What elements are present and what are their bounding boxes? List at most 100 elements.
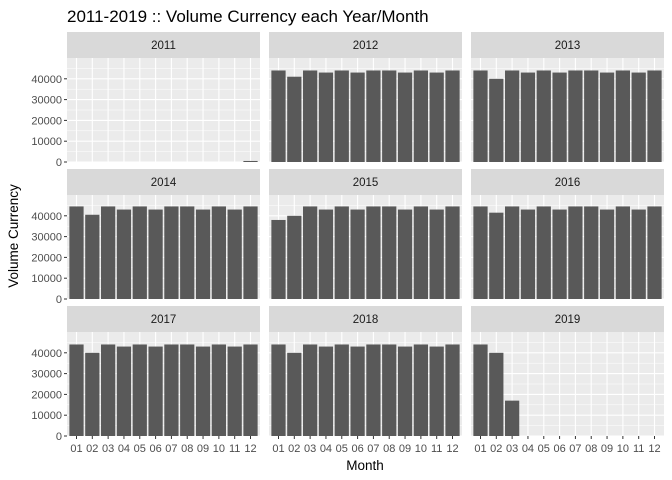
bar-2015-07: [366, 206, 381, 299]
x-tick-label: 05: [336, 443, 348, 455]
y-tick-label: 20000: [31, 115, 62, 127]
facet-strip-label: 2013: [555, 40, 581, 52]
bar-2014-02: [85, 214, 100, 299]
bar-2017-07: [164, 344, 179, 436]
bar-2012-07: [366, 70, 381, 162]
bar-2013-01: [473, 70, 488, 162]
bar-2014-09: [195, 209, 211, 299]
x-tick-label: 04: [118, 443, 130, 455]
bar-2018-11: [429, 346, 444, 436]
bar-2014-06: [148, 209, 163, 299]
bar-2013-08: [584, 70, 599, 162]
x-tick-label: 05: [134, 443, 146, 455]
x-tick-label: 06: [149, 443, 161, 455]
x-axis: 01 02 03 04 05 06 07 08 09 10 11 12 01 02 03 04 05 06 07 08…: [70, 436, 661, 455]
x-tick-label: 11: [229, 443, 240, 455]
facet-strip: [471, 169, 664, 195]
bar-2018-01: [271, 344, 286, 436]
bar-2012-01: [271, 70, 286, 162]
facet-strip: [67, 169, 260, 195]
facet-strip-label: 2019: [555, 314, 581, 326]
bar-2018-05: [334, 344, 349, 436]
bar-2014-12: [243, 206, 258, 299]
x-tick-label: 10: [617, 443, 629, 455]
x-tick-label: 09: [399, 443, 411, 455]
facet-strip-label: 2012: [353, 40, 379, 52]
bar-2015-10: [413, 206, 428, 299]
y-tick-label: 30000: [31, 232, 62, 244]
x-tick-label: 03: [506, 443, 518, 455]
bar-2017-12: [243, 344, 258, 436]
bar-2017-06: [148, 346, 163, 436]
chart-title: 2011-2019 :: Volume Currency each Year/M…: [67, 7, 429, 26]
bar-2015-05: [334, 206, 349, 299]
bar-2015-08: [382, 206, 397, 299]
bar-2013-02: [489, 78, 504, 162]
bar-2015-04: [318, 209, 334, 299]
y-tick-label: 20000: [31, 389, 62, 401]
x-tick-label: 01: [272, 443, 284, 455]
bar-2016-01: [473, 206, 488, 299]
facet-panel-2016: 2016: [471, 169, 664, 300]
bar-2012-06: [350, 72, 365, 162]
y-tick-label: 40000: [31, 348, 62, 360]
bar-2012-05: [334, 70, 349, 162]
bar-2015-02: [287, 215, 302, 299]
bar-2016-09: [599, 209, 615, 299]
x-tick-label: 04: [522, 443, 534, 455]
facet-strip: [67, 32, 260, 58]
bar-2017-05: [132, 344, 147, 436]
bar-2012-11: [429, 72, 444, 162]
x-tick-label: 12: [648, 443, 660, 455]
bar-2018-10: [413, 344, 428, 436]
bar-2013-06: [552, 72, 567, 162]
bar-2018-02: [287, 352, 302, 436]
bar-2014-04: [116, 209, 132, 299]
bar-2016-05: [536, 206, 551, 299]
facet-strip-label: 2011: [151, 40, 176, 52]
x-tick-label: 10: [213, 443, 225, 455]
y-tick-label: 40000: [31, 211, 62, 223]
bar-2013-03: [505, 70, 520, 162]
bar-2014-08: [180, 206, 195, 299]
x-tick-label: 11: [431, 443, 442, 455]
bar-2016-07: [568, 206, 583, 299]
facet-strip: [471, 306, 664, 332]
y-tick-label: 40000: [31, 74, 62, 86]
x-tick-label: 12: [244, 443, 256, 455]
x-tick-label: 06: [351, 443, 363, 455]
bar-2018-06: [350, 346, 365, 436]
bar-2012-10: [413, 70, 428, 162]
x-tick-label: 10: [415, 443, 427, 455]
bar-2014-11: [227, 209, 242, 299]
x-tick-label: 12: [446, 443, 458, 455]
x-tick-label: 02: [86, 443, 98, 455]
facet-strip: [471, 32, 664, 58]
bar-2017-04: [116, 346, 132, 436]
bar-2013-09: [599, 72, 615, 162]
facet-panel-2018: 2018: [269, 306, 462, 437]
facet-panels: 2011 2012 2013 2014 2015 2016 2017 2018 2019: [67, 32, 664, 437]
bar-2016-04: [520, 209, 536, 299]
bar-2014-10: [211, 206, 226, 299]
bar-2014-05: [132, 206, 147, 299]
facet-strip-label: 2015: [353, 177, 379, 189]
bar-2013-04: [520, 72, 536, 162]
x-axis-title: Month: [346, 458, 384, 473]
facet-strip-label: 2018: [353, 314, 379, 326]
bar-2016-10: [615, 206, 630, 299]
y-tick-label: 0: [56, 157, 62, 169]
bar-2013-05: [536, 70, 551, 162]
bar-2014-01: [69, 206, 84, 299]
bar-2018-03: [303, 344, 318, 436]
x-tick-label: 02: [490, 443, 502, 455]
x-tick-label: 07: [165, 443, 177, 455]
x-tick-label: 08: [585, 443, 597, 455]
bar-2018-04: [318, 346, 334, 436]
bar-2012-04: [318, 72, 334, 162]
facet-strip: [67, 306, 260, 332]
bar-2012-03: [303, 70, 318, 162]
bar-2017-01: [69, 344, 84, 436]
facet-panel-2019: 2019: [471, 306, 664, 437]
bar-2016-06: [552, 209, 567, 299]
